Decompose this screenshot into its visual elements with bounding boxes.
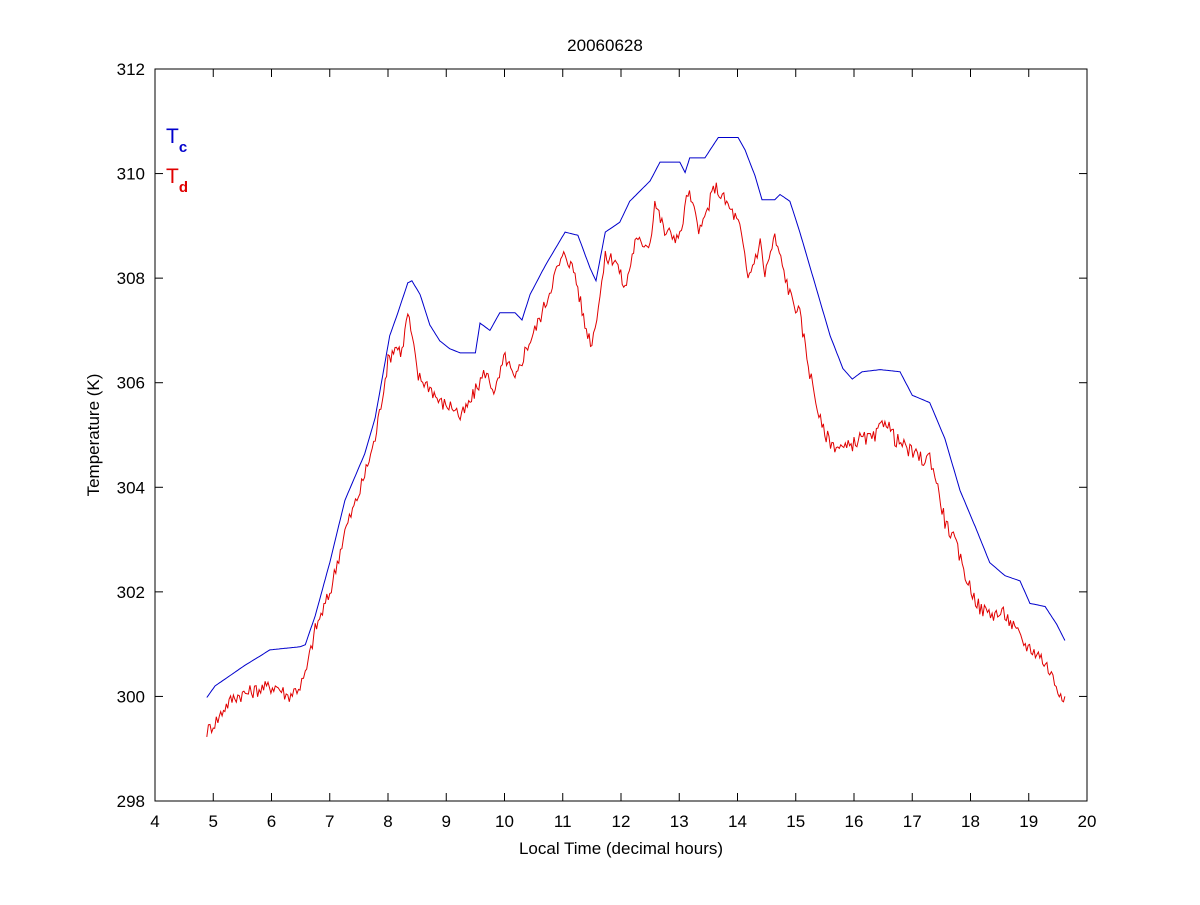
y-tick-label: 298: [117, 792, 145, 811]
x-tick-label: 19: [1019, 812, 1038, 831]
x-tick-label: 17: [903, 812, 922, 831]
legend-subscript: d: [179, 179, 188, 196]
x-tick-label: 9: [442, 812, 451, 831]
chart-title: 20060628: [567, 36, 643, 55]
x-tick-label: 12: [612, 812, 631, 831]
series-line-td: [206, 182, 1066, 737]
x-tick-label: 7: [325, 812, 334, 831]
x-tick-label: 15: [786, 812, 805, 831]
x-tick-label: 18: [961, 812, 980, 831]
x-tick-label: 8: [383, 812, 392, 831]
y-tick-label: 308: [117, 269, 145, 288]
legend-subscript: c: [179, 139, 187, 156]
y-tick-label: 310: [117, 165, 145, 184]
y-tick-label: 302: [117, 583, 145, 602]
legend-entry-tc: Tc: [166, 125, 187, 156]
y-tick-label: 312: [117, 60, 145, 79]
x-axis-label: Local Time (decimal hours): [519, 839, 723, 858]
legend-label: T: [166, 165, 179, 188]
y-axis-label: Temperature (K): [84, 374, 103, 497]
y-tick-label: 306: [117, 374, 145, 393]
x-tick-label: 6: [267, 812, 276, 831]
series-line-tc: [206, 137, 1066, 698]
x-tick-label: 4: [150, 812, 159, 831]
legend-label: T: [166, 125, 179, 148]
legend-entry-td: Td: [166, 165, 188, 196]
x-tick-label: 5: [209, 812, 218, 831]
x-tick-label: 13: [670, 812, 689, 831]
x-tick-label: 14: [728, 812, 747, 831]
x-tick-label: 20: [1078, 812, 1097, 831]
x-tick-label: 16: [845, 812, 864, 831]
y-tick-label: 304: [117, 478, 145, 497]
y-tick-label: 300: [117, 687, 145, 706]
x-tick-label: 11: [554, 812, 572, 831]
x-tick-label: 10: [495, 812, 514, 831]
